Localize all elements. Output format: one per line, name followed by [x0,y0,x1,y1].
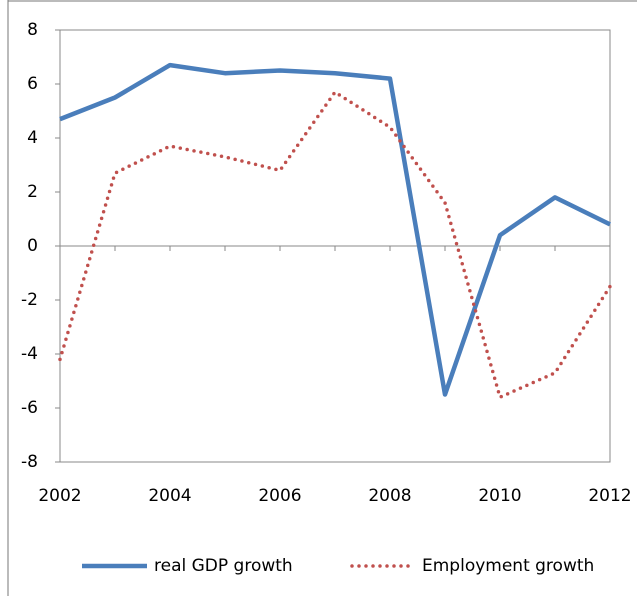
legend-label: Employment growth [422,556,594,576]
y-tick-label: -2 [21,290,38,310]
y-tick-label: -8 [21,452,38,472]
y-tick-label: -4 [21,344,38,364]
y-tick-label: -6 [21,398,38,418]
series-line [58,90,612,399]
y-tick-label: 4 [27,128,38,148]
x-tick-label: 2004 [148,486,191,506]
y-tick-label: 2 [27,182,38,202]
x-tick-label: 2008 [368,486,411,506]
y-tick-label: 8 [27,20,38,40]
x-tick-label: 2010 [478,486,521,506]
legend-label: real GDP growth [154,556,293,576]
x-tick-label: 2002 [38,486,81,506]
y-tick-label: 0 [27,236,38,256]
x-tick-label: 2012 [588,486,631,506]
x-tick-label: 2006 [258,486,301,506]
y-tick-label: 6 [27,74,38,94]
series-line [59,62,611,397]
